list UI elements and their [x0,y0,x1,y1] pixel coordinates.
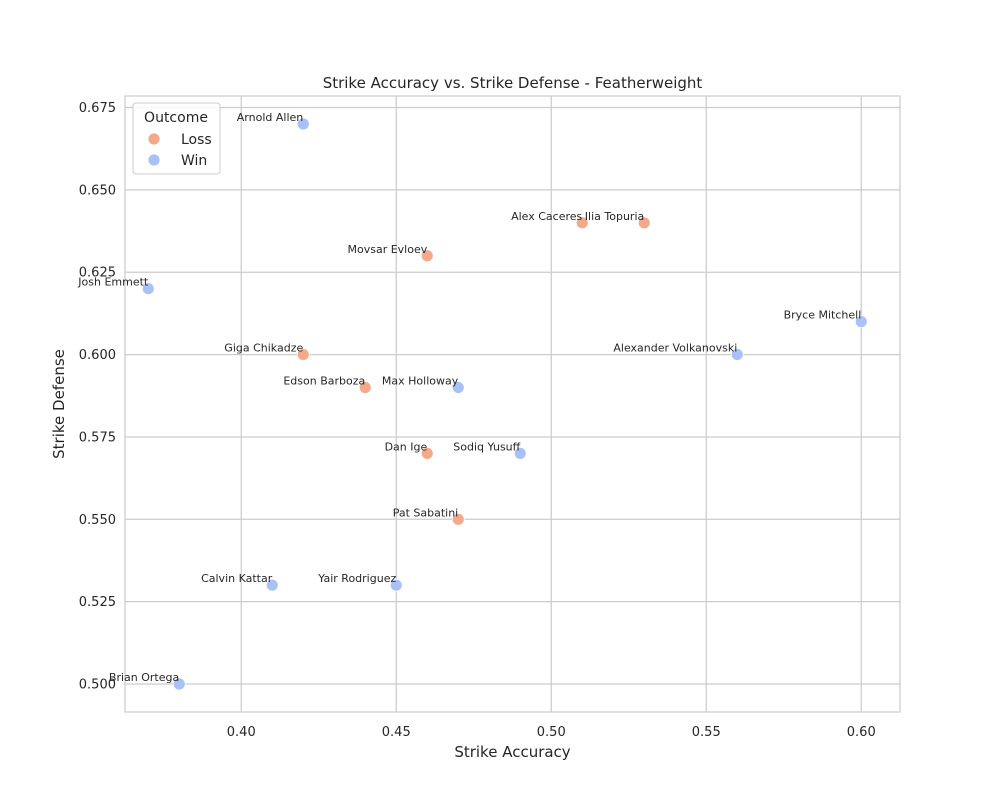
y-tick-label: 0.525 [79,595,116,610]
y-tick-label: 0.550 [79,513,116,528]
data-point-loss [451,512,465,526]
x-tick-label: 0.55 [692,725,721,740]
data-point-loss [637,216,651,230]
data-point-loss [420,447,434,460]
x-tick-label: 0.45 [382,725,411,740]
data-point-win [513,447,527,460]
data-point-win [141,282,155,296]
point-label: Movsar Evloev [348,243,428,256]
point-label: Ilia Topuria [585,210,644,223]
legend-title: Outcome [144,110,208,126]
data-point-win [389,578,403,592]
point-label: Calvin Kattar [201,572,273,585]
y-tick-label: 0.675 [79,101,116,116]
data-point-win [730,348,744,361]
legend-marker-loss [147,132,161,146]
point-label: Pat Sabatini [393,506,459,519]
y-tick-label: 0.600 [79,348,116,363]
legend-label-loss: Loss [181,132,212,148]
x-tick-label: 0.40 [227,725,256,740]
y-axis-label: Strike Defense [50,349,68,459]
data-point-loss [358,381,372,394]
data-point-loss [575,216,589,230]
legend-marker-win [147,153,161,167]
x-tick-label: 0.60 [847,725,876,740]
tick-labels: 0.40 0.45 0.50 0.55 0.60 0.500 0.525 0.550 0.575… [79,101,876,740]
x-tick-label: 0.50 [537,725,566,740]
point-label: Josh Emmett [77,276,149,289]
point-label: Alex Caceres [511,210,582,223]
point-labels: Alex Caceres Ilia Topuria Movsar Evloev Gig… [77,111,861,684]
point-label: Giga Chikadze [224,342,303,355]
point-label: Yair Rodriguez [317,572,396,585]
point-label: Dan Ige [385,440,428,453]
y-tick-label: 0.625 [79,266,116,281]
point-label: Arnold Allen [237,111,303,124]
point-label: Max Holloway [382,375,459,388]
plot-frame [124,95,901,713]
legend: Outcome Loss Win [132,102,221,175]
data-point-loss [420,249,434,263]
y-tick-label: 0.500 [79,678,116,693]
x-axis-label: Strike Accuracy [454,743,570,761]
point-label: Brian Ortega [109,671,179,684]
data-points [141,117,868,691]
data-point-win [296,117,310,131]
grid-lines [125,96,900,712]
chart-title: Strike Accuracy vs. Strike Defense - Fea… [323,74,703,92]
data-point-loss [296,348,310,361]
point-label: Bryce Mitchell [784,309,862,322]
legend-label-win: Win [181,153,207,169]
y-tick-label: 0.575 [79,430,116,445]
data-point-win [451,381,465,394]
point-label: Alexander Volkanovski [613,342,737,355]
data-point-win [265,578,279,592]
point-label: Edson Barboza [283,375,365,388]
point-label: Sodiq Yusuff [453,440,520,453]
y-tick-label: 0.650 [79,183,116,198]
data-point-win [172,677,186,691]
data-point-win [854,315,868,329]
